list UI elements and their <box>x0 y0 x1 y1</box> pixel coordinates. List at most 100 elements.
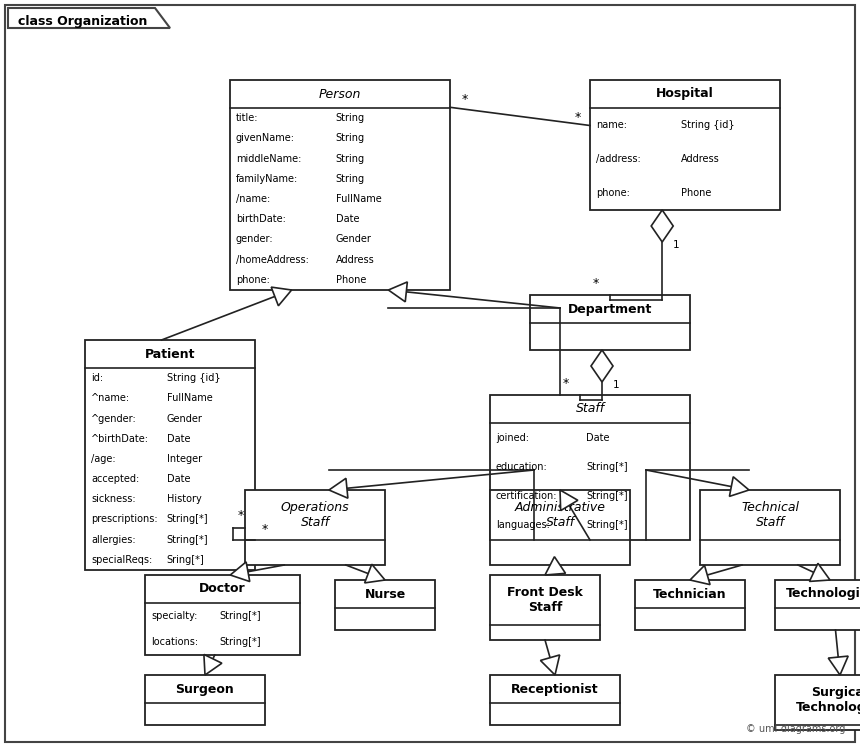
Text: Gender: Gender <box>335 235 372 244</box>
Text: Technician: Technician <box>654 587 727 601</box>
Bar <box>145 575 300 655</box>
Polygon shape <box>365 564 385 583</box>
Bar <box>490 575 600 640</box>
Polygon shape <box>560 490 578 511</box>
Text: certification:: certification: <box>496 491 557 501</box>
Text: /name:: /name: <box>236 194 270 204</box>
Text: String: String <box>335 113 365 123</box>
Polygon shape <box>540 655 560 675</box>
Bar <box>490 395 690 540</box>
Text: Gender: Gender <box>167 414 202 424</box>
Text: birthDate:: birthDate: <box>236 214 286 224</box>
Text: Address: Address <box>335 255 374 264</box>
Text: ^gender:: ^gender: <box>91 414 137 424</box>
Bar <box>590 80 780 210</box>
Text: Sring[*]: Sring[*] <box>167 555 205 565</box>
Text: 1: 1 <box>673 240 679 250</box>
Bar <box>775 580 860 630</box>
Polygon shape <box>230 562 249 582</box>
Text: Surgical
Technologist: Surgical Technologist <box>796 686 860 714</box>
Text: Date: Date <box>335 214 359 224</box>
Text: locations:: locations: <box>151 637 198 647</box>
Text: accepted:: accepted: <box>91 474 139 484</box>
Text: id:: id: <box>91 373 103 383</box>
Text: allergies:: allergies: <box>91 535 136 545</box>
Text: middleName:: middleName: <box>236 154 301 164</box>
Polygon shape <box>729 477 749 497</box>
Text: String[*]: String[*] <box>586 462 628 472</box>
Text: prescriptions:: prescriptions: <box>91 515 157 524</box>
Text: Phone: Phone <box>335 275 366 285</box>
Text: givenName:: givenName: <box>236 133 295 143</box>
Text: languages:: languages: <box>496 521 550 530</box>
Bar <box>635 580 745 630</box>
Text: Staff: Staff <box>575 403 605 415</box>
Text: String {id}: String {id} <box>167 373 220 383</box>
Text: education:: education: <box>496 462 548 472</box>
Text: /address:: /address: <box>596 154 641 164</box>
Bar <box>145 675 265 725</box>
Text: *: * <box>574 111 581 124</box>
Text: String {id}: String {id} <box>681 120 734 130</box>
Text: String[*]: String[*] <box>167 535 208 545</box>
Text: name:: name: <box>596 120 627 130</box>
Bar <box>335 580 435 630</box>
Text: *: * <box>238 509 244 522</box>
Polygon shape <box>591 350 613 382</box>
Bar <box>490 490 630 565</box>
Bar <box>700 490 840 565</box>
Text: *: * <box>462 93 468 106</box>
Polygon shape <box>651 210 673 242</box>
Text: *: * <box>593 276 599 290</box>
Text: String[*]: String[*] <box>219 637 261 647</box>
Text: Front Desk
Staff: Front Desk Staff <box>507 586 583 614</box>
Text: Address: Address <box>681 154 720 164</box>
Text: Date: Date <box>167 474 190 484</box>
Text: /homeAddress:: /homeAddress: <box>236 255 309 264</box>
Polygon shape <box>204 654 222 675</box>
Text: Patient: Patient <box>144 347 195 361</box>
Text: Department: Department <box>568 303 652 315</box>
Text: *: * <box>262 524 268 536</box>
Text: gender:: gender: <box>236 235 273 244</box>
Text: String: String <box>335 154 365 164</box>
Bar <box>530 295 690 350</box>
Text: familyName:: familyName: <box>236 174 298 184</box>
Text: Receptionist: Receptionist <box>511 683 599 695</box>
Polygon shape <box>389 282 408 302</box>
Bar <box>85 340 255 570</box>
Text: String: String <box>335 133 365 143</box>
Text: /age:: /age: <box>91 454 115 464</box>
Polygon shape <box>809 563 830 581</box>
Text: *: * <box>563 376 569 389</box>
Text: String[*]: String[*] <box>586 521 628 530</box>
Text: title:: title: <box>236 113 259 123</box>
Text: Administrative
Staff: Administrative Staff <box>514 501 605 529</box>
Text: sickness:: sickness: <box>91 495 136 504</box>
Text: Doctor: Doctor <box>200 583 246 595</box>
Text: joined:: joined: <box>496 433 529 443</box>
Polygon shape <box>828 656 848 675</box>
Text: String: String <box>335 174 365 184</box>
Text: Person: Person <box>319 87 361 101</box>
Bar <box>490 675 620 725</box>
Text: String[*]: String[*] <box>219 611 261 621</box>
Polygon shape <box>690 565 710 585</box>
Polygon shape <box>271 287 292 306</box>
Text: class Organization: class Organization <box>18 14 147 28</box>
Text: Phone: Phone <box>681 188 711 198</box>
Text: Date: Date <box>167 434 190 444</box>
Text: phone:: phone: <box>236 275 270 285</box>
Text: specialty:: specialty: <box>151 611 198 621</box>
Text: phone:: phone: <box>596 188 630 198</box>
Text: Integer: Integer <box>167 454 202 464</box>
Text: ^name:: ^name: <box>91 394 130 403</box>
Text: © uml-diagrams.org: © uml-diagrams.org <box>746 724 845 734</box>
Text: FullName: FullName <box>167 394 212 403</box>
Bar <box>775 675 860 730</box>
Text: Operations
Staff: Operations Staff <box>280 501 349 529</box>
Bar <box>230 80 450 290</box>
Text: FullName: FullName <box>335 194 381 204</box>
Text: 1: 1 <box>612 380 619 390</box>
Text: String[*]: String[*] <box>586 491 628 501</box>
